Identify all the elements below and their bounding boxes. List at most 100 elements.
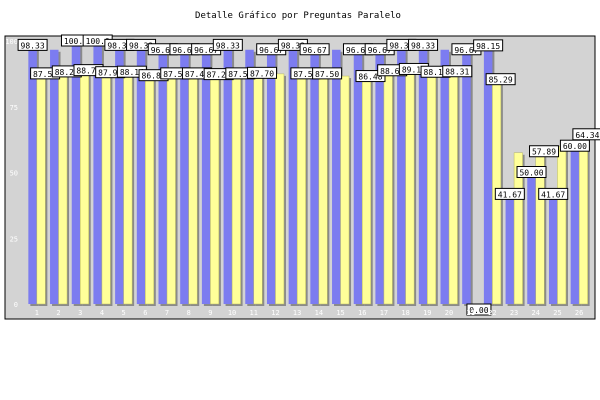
x-tick-label: 1 xyxy=(35,309,39,317)
bar-series-1 xyxy=(397,45,406,305)
bar-series-1 xyxy=(93,41,102,304)
data-label-text: 96.67 xyxy=(172,46,196,55)
data-label: 57.89 xyxy=(529,145,560,158)
bar-series-2 xyxy=(231,73,241,305)
data-label-text: 60.00 xyxy=(563,142,587,151)
data-label: 64.34 xyxy=(572,128,600,141)
data-label-text: 98.33 xyxy=(281,41,305,50)
data-labels-layer: 98.3387.5088.24100.088.73100.087.9598.33… xyxy=(17,34,600,316)
data-label-text: 96.67 xyxy=(368,46,392,55)
x-tick-label: 26 xyxy=(575,309,583,317)
bar-series-1 xyxy=(440,49,449,304)
bar-series-1 xyxy=(483,45,493,304)
x-tick-label: 19 xyxy=(423,309,431,317)
data-label-text: 89.18 xyxy=(402,65,426,74)
bar-series-1 xyxy=(570,146,580,304)
x-tick-label: 22 xyxy=(488,309,496,317)
data-label-text: 87.49 xyxy=(185,70,209,79)
x-tick-label: 14 xyxy=(315,309,323,317)
data-label-text: 87.50 xyxy=(163,70,187,79)
data-label-text: 96.67 xyxy=(303,46,327,55)
data-label-text: 98.15 xyxy=(476,42,500,51)
data-label-text: 85.29 xyxy=(489,76,513,85)
data-label-text: 96.67 xyxy=(151,46,175,55)
data-label-text: 86.48 xyxy=(358,73,382,82)
x-tick-label: 20 xyxy=(445,309,453,317)
x-tick-label: 23 xyxy=(510,309,518,317)
data-label-text: 96.67 xyxy=(259,46,283,55)
bar-series-2 xyxy=(166,73,176,305)
data-label-text: 96.67 xyxy=(454,46,478,55)
bar-series-1 xyxy=(136,45,146,305)
data-label-text: 88.12 xyxy=(424,68,448,77)
bar-series-1 xyxy=(50,49,59,304)
x-tick-label: 18 xyxy=(401,309,409,317)
data-label-text: 87.95 xyxy=(98,69,122,78)
bar-series-1 xyxy=(245,49,254,304)
bar-series-2 xyxy=(578,134,588,305)
x-tick-label: 21 xyxy=(466,309,474,317)
data-label: 87.50 xyxy=(312,67,343,80)
x-tick-label: 11 xyxy=(250,309,258,317)
bar-series-2 xyxy=(145,75,155,305)
x-tick-label: 4 xyxy=(100,309,104,317)
data-label-text: 87.50 xyxy=(33,70,57,79)
data-label: 41.67 xyxy=(494,187,525,200)
x-tick-label: 2 xyxy=(56,309,60,317)
data-label-text: 98.33 xyxy=(389,41,413,50)
y-tick-label: 0 xyxy=(14,301,18,309)
data-label-text: 41.67 xyxy=(498,190,522,199)
data-label-text: 0.00 xyxy=(469,306,488,315)
data-label-text: 41.67 xyxy=(541,190,565,199)
x-tick-label: 24 xyxy=(532,309,540,317)
bar-series-1 xyxy=(375,49,384,304)
bar-series-2 xyxy=(383,70,393,305)
data-label-text: 88.31 xyxy=(445,68,469,77)
data-label: 50.00 xyxy=(516,166,547,178)
bar-series-2 xyxy=(361,76,371,305)
y-tick-label: 25 xyxy=(10,235,18,243)
bar-series-2 xyxy=(101,72,111,305)
bar-series-2 xyxy=(123,71,133,305)
bar-series-2 xyxy=(557,145,567,305)
data-label: 41.67 xyxy=(538,187,569,200)
data-label-text: 98.33 xyxy=(216,41,240,50)
data-label-text: 98.33 xyxy=(21,41,45,50)
bar-series-1 xyxy=(548,194,558,304)
x-tick-label: 13 xyxy=(293,309,301,317)
data-label-text: 98.33 xyxy=(129,41,153,50)
x-tick-label: 5 xyxy=(122,309,126,317)
y-tick-label: 100 xyxy=(5,38,18,46)
data-label-text: 87.22 xyxy=(207,71,231,80)
bar-series-1 xyxy=(505,194,515,304)
data-label: 85.29 xyxy=(485,73,516,86)
x-tick-label: 6 xyxy=(143,309,147,317)
data-label: 98.33 xyxy=(212,38,243,51)
x-tick-label: 16 xyxy=(358,309,366,317)
bars-layer xyxy=(28,41,590,307)
data-label: 88.31 xyxy=(442,65,473,78)
y-tick-label: 75 xyxy=(10,104,18,112)
data-label-text: 57.89 xyxy=(532,148,556,157)
data-label-text: 88.14 xyxy=(120,68,144,77)
data-label-text: 96.67 xyxy=(194,46,218,55)
bar-series-2 xyxy=(58,71,68,305)
data-label-text: 100.0 xyxy=(86,37,110,46)
bar-series-1 xyxy=(115,45,124,305)
data-label-text: 100.0 xyxy=(64,37,88,46)
bar-series-2 xyxy=(36,73,46,305)
data-label-text: 88.73 xyxy=(76,67,100,76)
x-tick-label: 7 xyxy=(165,309,169,317)
bar-series-2 xyxy=(253,73,263,305)
data-label: 0.00 xyxy=(466,303,492,316)
data-label-text: 96.67 xyxy=(346,46,370,55)
bar-series-2 xyxy=(318,73,328,305)
x-tick-label: 10 xyxy=(228,309,236,317)
bar-series-2 xyxy=(448,71,458,305)
data-label-text: 50.00 xyxy=(519,169,543,178)
bar-series-1 xyxy=(332,49,341,304)
bar-series-2 xyxy=(275,73,285,305)
x-tick-label: 3 xyxy=(78,309,82,317)
data-label: 98.33 xyxy=(408,38,439,51)
